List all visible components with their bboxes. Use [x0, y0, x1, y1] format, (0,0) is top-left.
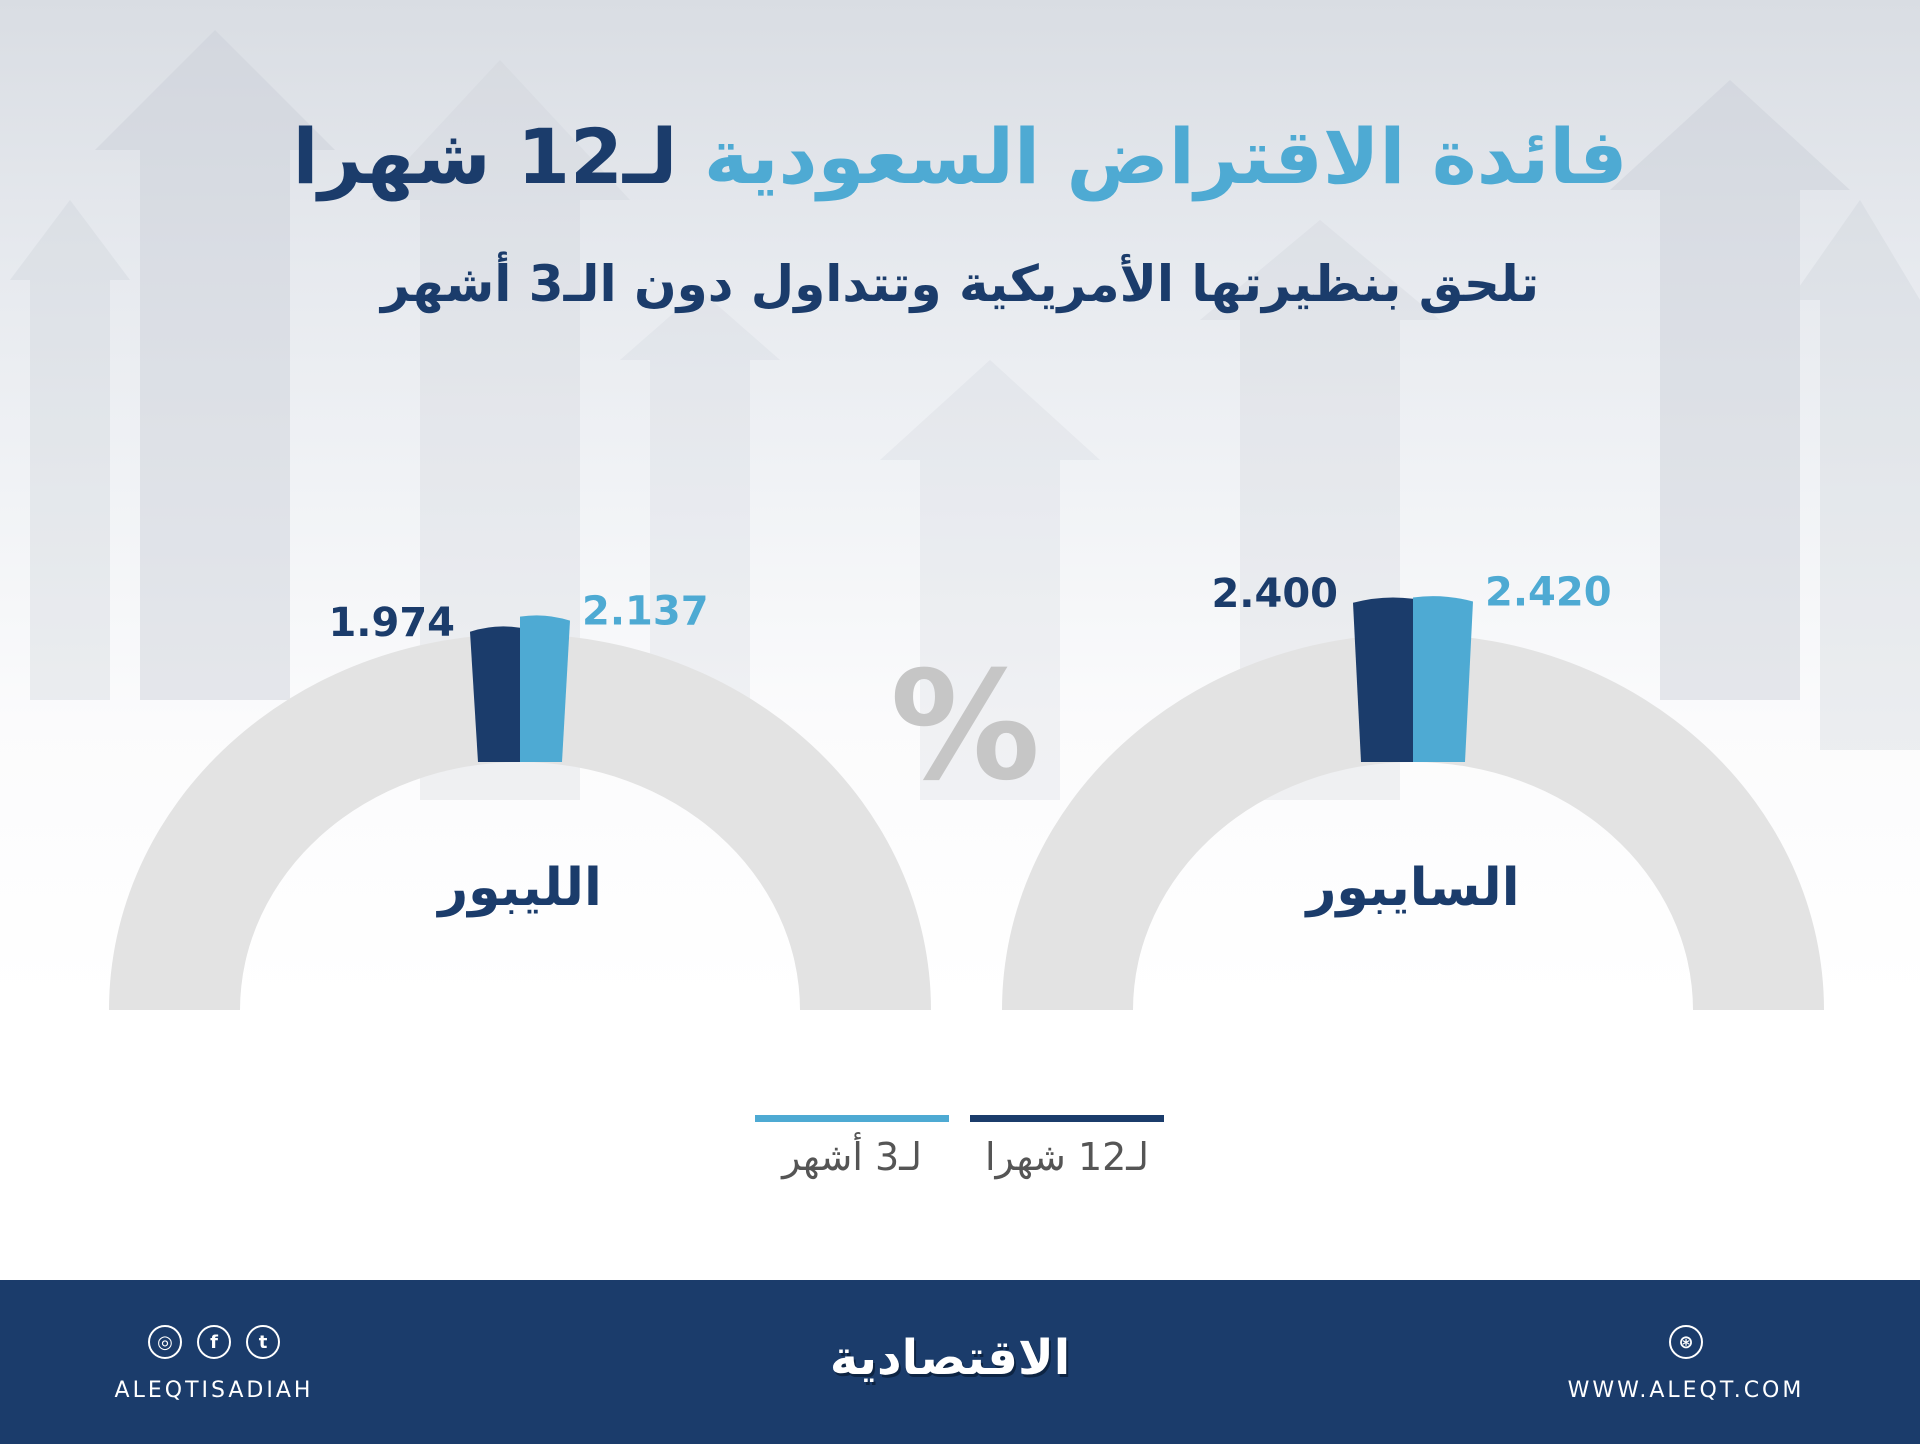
value-label: 2.137	[582, 589, 709, 635]
facebook-icon[interactable]: f	[197, 1325, 231, 1359]
bar-3-months	[1413, 596, 1473, 762]
legend-label-12-months: لـ12 شهرا	[984, 1135, 1150, 1179]
gauge-arc	[1002, 634, 1824, 1010]
website-link[interactable]: WWW.ALEQT.COM	[1567, 1378, 1805, 1403]
arrows-decoration	[10, 30, 1920, 800]
gauge-chart: 1.974 2.137 الليبور 2.400 2.420 السايبور	[109, 569, 1824, 1010]
gauge-label: الليبور	[435, 858, 602, 918]
gauge-arc	[109, 634, 931, 1010]
gauge-label: السايبور	[1303, 858, 1519, 918]
instagram-icon[interactable]: ◎	[148, 1325, 182, 1359]
bar-12-months	[470, 626, 520, 762]
bar-3-months	[520, 615, 570, 762]
twitter-icon[interactable]: t	[246, 1325, 280, 1359]
legend-label-3-months: لـ3 أشهر	[782, 1135, 922, 1179]
legend-swatch-3-months	[755, 1115, 949, 1122]
value-label: 1.974	[328, 600, 455, 646]
title-dark: لـ12 شهرا	[292, 112, 678, 201]
logo: الاقتصادية	[829, 1330, 1071, 1386]
value-label: 2.420	[1485, 569, 1612, 615]
social-handle[interactable]: ALEQTISADIAH	[114, 1378, 314, 1403]
bar-12-months	[1353, 597, 1413, 762]
percent-symbol: %	[890, 640, 1041, 814]
page-title: فائدة الاقتراض السعودية لـ12 شهرا	[0, 112, 1920, 201]
title-accent: فائدة الاقتراض السعودية	[703, 112, 1628, 201]
footer: ◎ f t ALEQTISADIAH الاقتصادية ⊛ WWW.ALEQ…	[0, 1280, 1920, 1444]
page-subtitle: تلحق بنظيرتها الأمريكية وتتداول دون الـ3…	[380, 255, 1540, 313]
value-label: 2.400	[1211, 571, 1338, 617]
legend-swatch-12-months	[970, 1115, 1164, 1122]
dribbble-icon[interactable]: ⊛	[1669, 1325, 1703, 1359]
